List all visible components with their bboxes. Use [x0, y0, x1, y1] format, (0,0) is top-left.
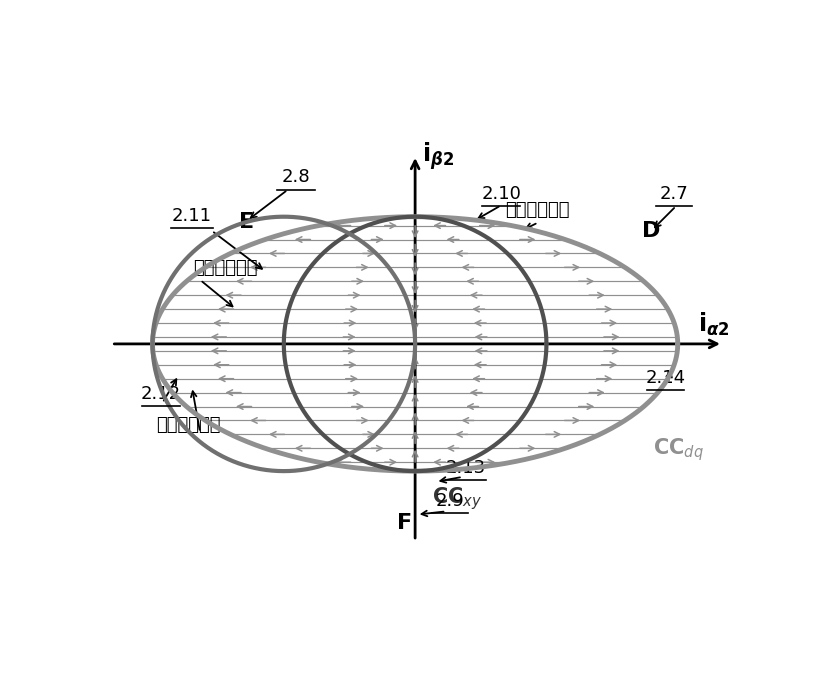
- Text: 2.10: 2.10: [482, 185, 521, 203]
- Text: 正常运行轨迹: 正常运行轨迹: [506, 201, 570, 219]
- Text: $\mathbf{i}_{\boldsymbol{\alpha}\mathbf{2}}$: $\mathbf{i}_{\boldsymbol{\alpha}\mathbf{…: [698, 311, 730, 338]
- Text: 2.7: 2.7: [659, 185, 688, 203]
- Text: F: F: [396, 513, 412, 533]
- Text: 2.14: 2.14: [645, 368, 686, 387]
- Text: 实际故障轨迹: 实际故障轨迹: [193, 259, 258, 276]
- Text: 2.8: 2.8: [282, 168, 311, 187]
- Text: 2.9: 2.9: [435, 492, 464, 509]
- Text: 2.12: 2.12: [140, 385, 181, 403]
- Text: $\mathbf{i}_{\boldsymbol{\beta}\mathbf{2}}$: $\mathbf{i}_{\boldsymbol{\beta}\mathbf{2…: [422, 140, 453, 172]
- Text: 2.13: 2.13: [446, 459, 486, 477]
- Text: $\mathbf{CC}_{dq}$: $\mathbf{CC}_{dq}$: [653, 436, 704, 462]
- Text: 理想容错轨迹: 理想容错轨迹: [157, 416, 221, 434]
- Text: 2.11: 2.11: [172, 207, 212, 225]
- Text: E: E: [240, 212, 254, 232]
- Text: D: D: [643, 221, 661, 240]
- Text: $\mathbf{CC}_{xy}$: $\mathbf{CC}_{xy}$: [431, 485, 482, 512]
